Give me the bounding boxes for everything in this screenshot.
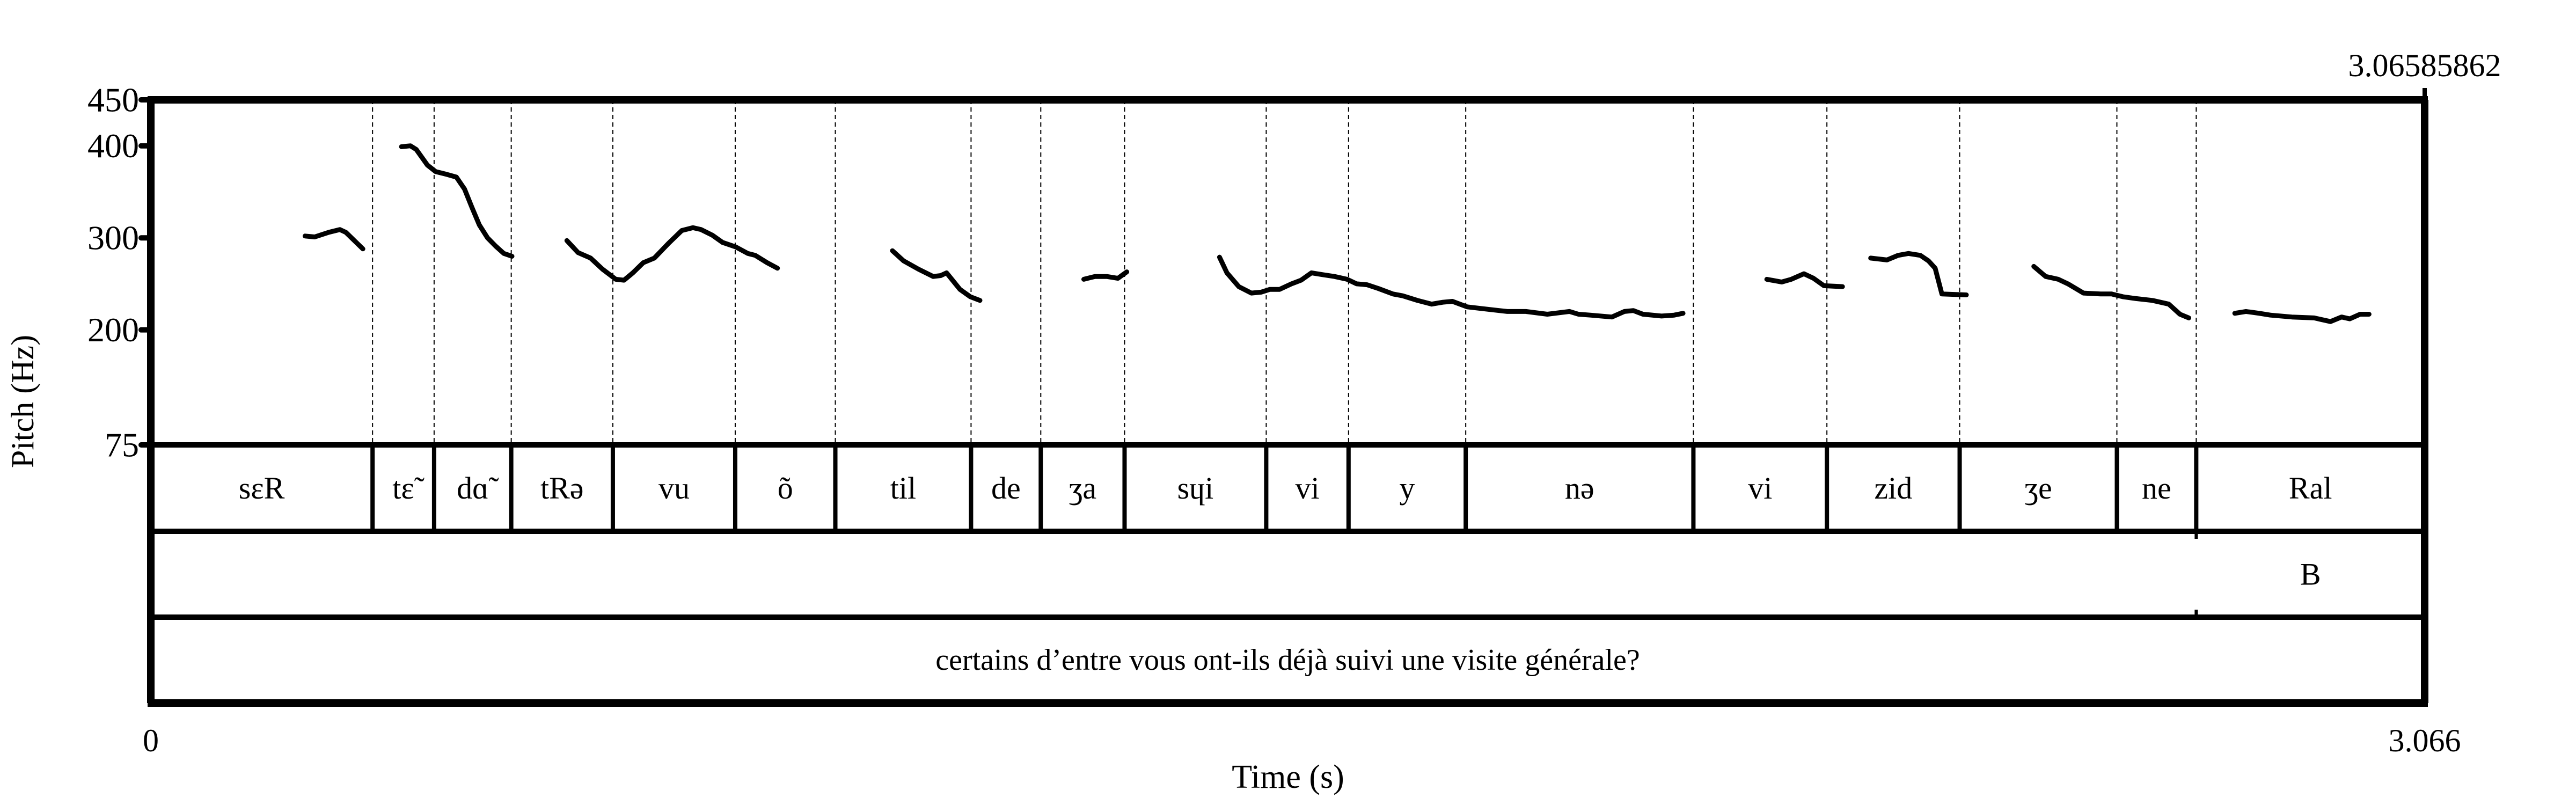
pitch-segment bbox=[2232, 309, 2372, 324]
tier-interval-label: sɥi bbox=[1177, 471, 1214, 506]
tier-interval-label: til bbox=[890, 471, 916, 506]
tier-interval-label: õ bbox=[778, 471, 793, 506]
tier-interval-label: ne bbox=[2142, 471, 2171, 506]
pitch-segment bbox=[1764, 271, 1845, 289]
tier-interval-label: sɛR bbox=[239, 471, 285, 506]
tier-interval-label: dɑ̃ bbox=[457, 471, 499, 506]
y-tick-label: 400 bbox=[87, 127, 139, 165]
pitch-segment bbox=[1868, 251, 1969, 297]
y-tick-label: 300 bbox=[87, 219, 139, 257]
tier-interval-label: y bbox=[1399, 471, 1415, 506]
tier-interval-label: ʒa bbox=[1069, 471, 1097, 506]
tier-interval-label: vi bbox=[1296, 471, 1320, 506]
pitch-contour bbox=[302, 143, 2372, 324]
y-tick-label: 200 bbox=[87, 311, 139, 349]
tier-interval-label: ʒe bbox=[2024, 471, 2052, 506]
x-axis-label: Time (s) bbox=[1232, 759, 1344, 795]
pitch-segment bbox=[890, 248, 983, 303]
tier-interval-label: B bbox=[2300, 557, 2321, 592]
tier-interval-label: vu bbox=[658, 471, 690, 506]
tier-interval-label: tRə bbox=[540, 471, 584, 506]
y-tick-label: 450 bbox=[87, 81, 139, 119]
cursor-time-label: 3.06585862 bbox=[2348, 48, 2501, 83]
pitch-segment bbox=[564, 225, 780, 283]
tier-interval-label: tɛ̃ bbox=[392, 471, 424, 506]
pitch-segment bbox=[302, 227, 365, 252]
textgrid-tiers: sɛR tɛ̃ dɑ̃ tRə vu õ til de ʒa sɥi vi y nə vi zid ʒe ne R… bbox=[239, 445, 2332, 677]
x-tick-label-start: 0 bbox=[143, 723, 159, 758]
pitch-segment bbox=[1081, 269, 1130, 282]
y-axis-label: Pitch (Hz) bbox=[5, 335, 40, 468]
pitch-segment bbox=[1217, 254, 1686, 320]
tier-interval-label: vi bbox=[1748, 471, 1772, 506]
tier-interval-label: Ral bbox=[2289, 471, 2332, 506]
tier-interval-label: nə bbox=[1565, 471, 1594, 506]
plot-frame bbox=[147, 96, 2428, 707]
boundary-guides bbox=[372, 100, 2197, 445]
tier-interval-label: zid bbox=[1874, 471, 1912, 506]
y-axis: 75 200 300 400 450 bbox=[87, 81, 153, 464]
pitch-segment bbox=[2031, 264, 2191, 320]
tier-interval-label: de bbox=[991, 471, 1021, 506]
pitch-segment bbox=[399, 143, 515, 259]
tier-interval-label: certains d’entre vous ont-ils déjà suivi… bbox=[935, 643, 1640, 677]
y-tick-label: 75 bbox=[105, 426, 139, 464]
x-tick-label-end: 3.066 bbox=[2389, 723, 2461, 758]
